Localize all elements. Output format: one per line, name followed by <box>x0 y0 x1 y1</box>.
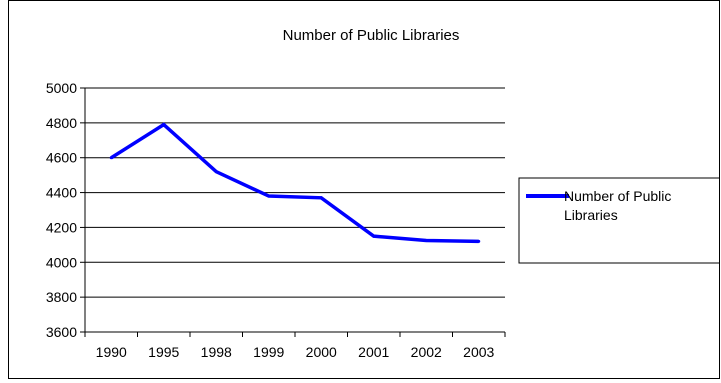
y-tick-label: 4000 <box>46 254 77 270</box>
x-tick-label: 2003 <box>463 344 494 360</box>
data-point <box>267 194 271 198</box>
series-line-0 <box>110 122 479 244</box>
data-point <box>477 239 481 243</box>
legend-label-line-2: Libraries <box>564 207 618 223</box>
line-chart: Number of Public Libraries 3600 3800 4000 4… <box>46 27 721 360</box>
x-tick-label: 1990 <box>96 344 127 360</box>
legend: Number of Public Libraries <box>518 177 721 264</box>
data-point <box>214 170 218 174</box>
x-tick-label: 1998 <box>201 344 232 360</box>
y-tick-label: 4400 <box>46 185 77 201</box>
x-tick-label: 2002 <box>411 344 442 360</box>
x-tick-label: 1995 <box>148 344 179 360</box>
y-tick-label: 4200 <box>46 219 77 235</box>
chart-title: Number of Public Libraries <box>283 27 460 44</box>
axes-layer <box>80 87 506 337</box>
data-point <box>109 156 113 160</box>
y-tick-label: 3800 <box>46 289 77 305</box>
series-layer <box>109 122 481 244</box>
y-tick-label: 5000 <box>46 80 77 96</box>
data-point <box>372 234 376 238</box>
x-tick-label: 1999 <box>253 344 284 360</box>
data-point <box>319 196 323 200</box>
y-tick-label: 3600 <box>46 324 77 340</box>
x-tick-label: 2000 <box>306 344 337 360</box>
tick-labels: 3600 3800 4000 4200 4400 4600 4800 5000 1990 1995… <box>46 80 495 360</box>
chart-frame: Number of Public Libraries 3600 3800 4000 4… <box>8 0 721 379</box>
grid-layer <box>85 87 505 298</box>
data-point <box>162 123 166 127</box>
y-tick-label: 4800 <box>46 115 77 131</box>
legend-label-line-1: Number of Public <box>564 188 671 204</box>
legend-box <box>518 177 721 264</box>
data-point <box>424 239 428 242</box>
x-tick-label: 2001 <box>358 344 389 360</box>
y-tick-label: 4600 <box>46 150 77 166</box>
